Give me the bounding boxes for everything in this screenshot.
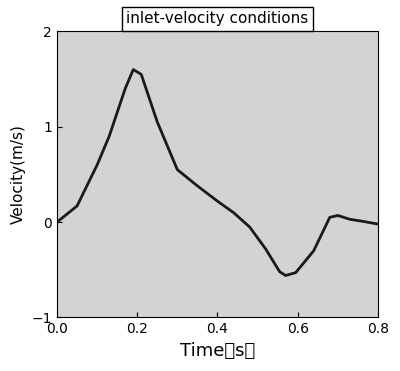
- X-axis label: Time（s）: Time（s）: [180, 342, 255, 360]
- Title: inlet-velocity conditions: inlet-velocity conditions: [126, 11, 308, 26]
- Y-axis label: Velocity(m/s): Velocity(m/s): [11, 125, 26, 224]
